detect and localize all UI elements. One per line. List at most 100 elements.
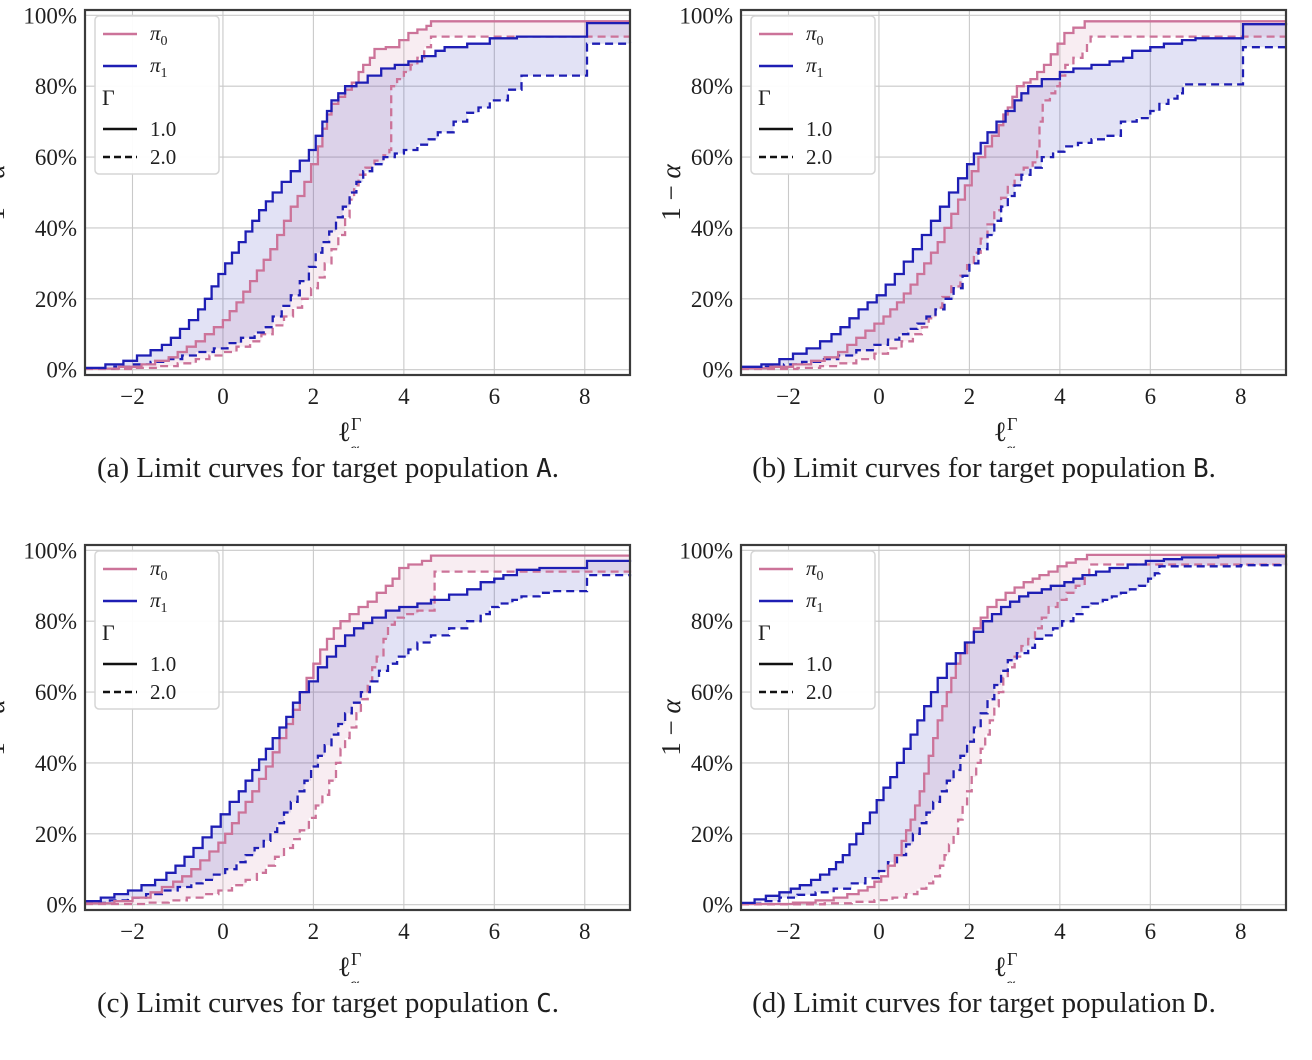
caption-period: .	[551, 987, 560, 1019]
caption-period: .	[1208, 452, 1216, 484]
band-pi0	[85, 21, 630, 370]
legend-label-pi1: π1	[806, 53, 824, 81]
caption-text: Limit curves for target population	[793, 452, 1186, 484]
series-pi1-gamma1	[741, 23, 1288, 368]
axes-spines	[739, 543, 1288, 912]
band-pi0	[741, 553, 1286, 905]
y-tick-label: 80%	[691, 74, 733, 99]
y-tick-label: 0%	[46, 893, 77, 918]
y-tick-label: 40%	[691, 216, 733, 241]
x-tick-label: −2	[776, 384, 800, 409]
y-tick-label: 20%	[35, 822, 77, 847]
y-tick-label: 100%	[23, 3, 77, 28]
series-pi1-gamma1	[741, 555, 1288, 905]
y-tick-label: 100%	[679, 538, 733, 563]
x-tick-label: 4	[1054, 919, 1066, 944]
caption-population: D	[1192, 989, 1209, 1019]
caption-text: Limit curves for target population	[136, 987, 529, 1019]
x-axis-label: ℓΓα	[338, 949, 362, 983]
x-tick-label: 6	[1145, 919, 1157, 944]
axes-spines	[739, 8, 1288, 377]
series-pi1-gamma2	[85, 573, 632, 905]
axes-spines	[83, 8, 632, 377]
legend-label-pi0: π0	[150, 556, 168, 584]
legend-label-pi1: π1	[150, 588, 168, 616]
caption-index: (d)	[752, 987, 786, 1019]
x-tick-label: −2	[776, 919, 800, 944]
y-tick-label: 0%	[702, 893, 733, 918]
x-tick-label: 0	[873, 384, 885, 409]
y-tick-label: 60%	[35, 145, 77, 170]
series-pi0-gamma2	[741, 35, 1286, 371]
legend-gamma-header: Γ	[758, 85, 771, 110]
legend-label-pi1: π1	[150, 53, 168, 81]
x-tick-label: 6	[489, 384, 501, 409]
x-tick-label: 2	[964, 384, 976, 409]
x-tick-label: −2	[120, 384, 144, 409]
legend-gamma-header: Γ	[102, 620, 115, 645]
caption-a: (a) Limit curves for target population A…	[97, 452, 559, 485]
legend-label-pi0: π0	[806, 556, 824, 584]
legend-label-gamma-2.0: 2.0	[150, 145, 176, 169]
y-tick-label: 40%	[35, 751, 77, 776]
legend-gamma-header: Γ	[758, 620, 771, 645]
x-tick-label: 4	[398, 919, 410, 944]
series-pi1-gamma2	[741, 45, 1288, 370]
axes-spines	[83, 543, 632, 912]
caption-d: (d) Limit curves for target population D…	[752, 987, 1216, 1020]
band-pi1	[85, 23, 630, 369]
legend-box	[94, 550, 220, 710]
y-axis-label: 1 − α	[656, 698, 686, 755]
x-axis-label: ℓΓα	[994, 949, 1018, 983]
series-pi0-gamma1	[741, 20, 1286, 370]
legend-label-gamma-2.0: 2.0	[806, 680, 832, 704]
series-pi1-gamma2	[741, 564, 1288, 905]
x-tick-label: 6	[1145, 384, 1157, 409]
series-pi1-gamma2	[85, 41, 632, 370]
series-pi0-gamma2	[85, 35, 630, 371]
legend-label-gamma-1.0: 1.0	[150, 652, 176, 676]
series-pi0-gamma1	[85, 20, 630, 370]
legend-box	[750, 15, 876, 175]
caption-text: Limit curves for target population	[793, 987, 1186, 1019]
legend-box	[750, 550, 876, 710]
x-tick-label: 2	[308, 919, 320, 944]
caption-text: Limit curves for target population	[136, 452, 529, 484]
y-tick-label: 0%	[46, 358, 77, 383]
x-tick-label: 2	[308, 384, 320, 409]
caption-population: C	[536, 989, 552, 1019]
caption-period: .	[1208, 987, 1216, 1019]
x-tick-label: 6	[489, 919, 501, 944]
y-tick-label: 0%	[702, 358, 733, 383]
x-tick-label: 0	[217, 384, 229, 409]
x-axis-label: ℓΓα	[994, 414, 1018, 448]
legend-box	[94, 15, 220, 175]
y-tick-label: 40%	[35, 216, 77, 241]
x-tick-label: 4	[1054, 384, 1066, 409]
legend-label-gamma-2.0: 2.0	[806, 145, 832, 169]
x-tick-label: 0	[873, 919, 885, 944]
y-tick-label: 20%	[691, 822, 733, 847]
y-tick-label: 60%	[691, 145, 733, 170]
y-axis-label: 1 − α	[0, 163, 10, 220]
x-tick-label: 4	[398, 384, 410, 409]
y-axis-label: 1 − α	[0, 698, 10, 755]
y-tick-label: 20%	[691, 287, 733, 312]
caption-index: (c)	[96, 987, 130, 1019]
legend-label-pi0: π0	[806, 21, 824, 49]
legend-label-gamma-1.0: 1.0	[806, 652, 832, 676]
y-tick-label: 20%	[35, 287, 77, 312]
caption-population: B	[1192, 454, 1209, 484]
x-tick-label: 0	[217, 919, 229, 944]
series-pi0-gamma2	[741, 563, 1288, 906]
series-pi1-gamma1	[85, 559, 632, 903]
x-tick-label: 8	[579, 384, 591, 409]
legend-gamma-header: Γ	[102, 85, 115, 110]
caption-period: .	[551, 452, 560, 484]
legend-label-gamma-2.0: 2.0	[150, 680, 176, 704]
band-pi0	[85, 555, 630, 904]
y-axis-label: 1 − α	[656, 163, 686, 220]
